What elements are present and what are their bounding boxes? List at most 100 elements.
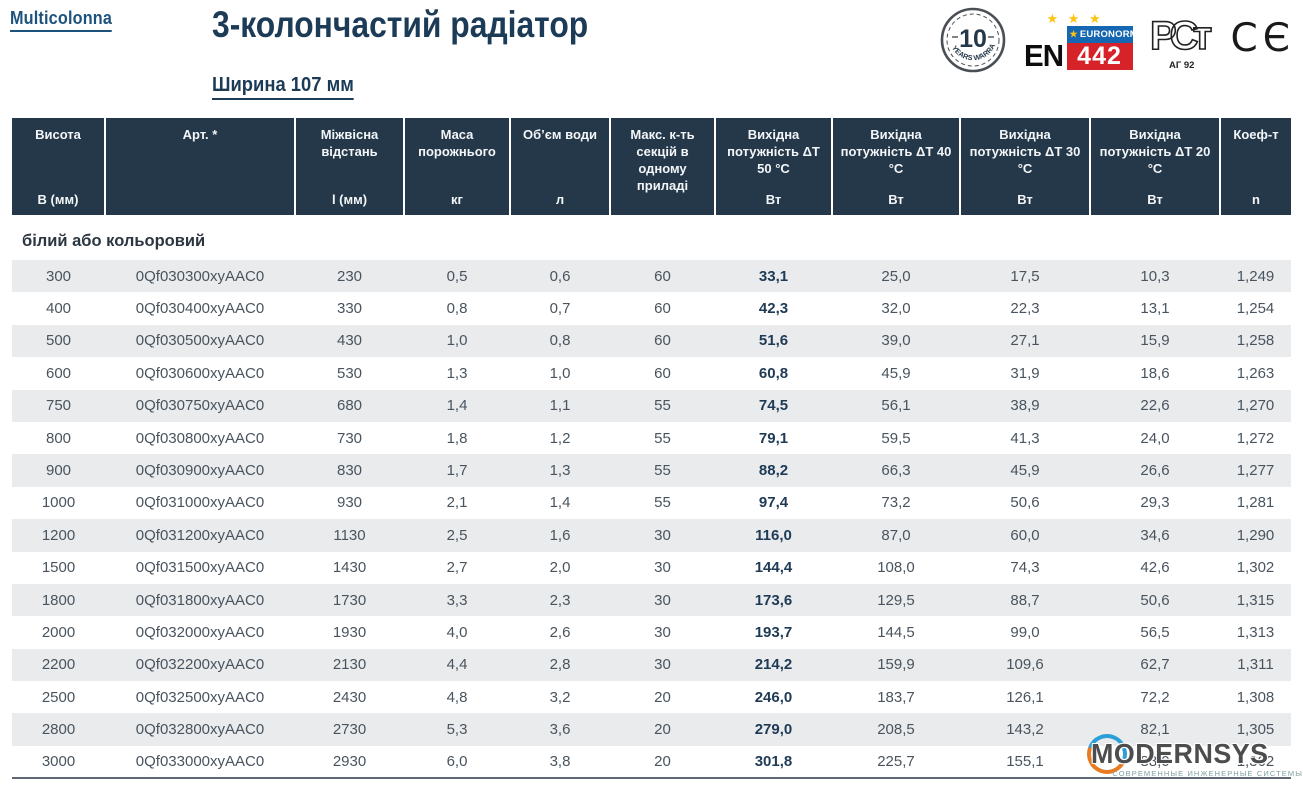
euronorm-star-icon: ★ xyxy=(1069,29,1078,39)
table-cell: 30 xyxy=(654,591,671,609)
table-cell: 56,1 xyxy=(881,397,911,415)
table-cell: 31,9 xyxy=(1010,364,1040,382)
table-cell: 20 xyxy=(610,745,715,780)
table-cell: 830 xyxy=(336,462,363,480)
warranty-10-years-icon: 10 YEARS WARRANTY xyxy=(940,7,1006,73)
table-row: 2000 0Qf032000xyAAC0 1930 4,0 2,6 30 193,7 144,… xyxy=(12,616,1291,649)
table-cell: 1,1 xyxy=(549,397,571,415)
column-header-4: Маса порожнього кг xyxy=(403,118,510,215)
table-cell: 74,5 xyxy=(758,397,789,415)
table-cell: 144,4 xyxy=(754,559,793,577)
table-cell: 41,3 xyxy=(1010,429,1040,447)
table-cell: 27,1 xyxy=(1010,332,1040,350)
table-cell: 2730 xyxy=(332,721,367,739)
table-cell: 3,6 xyxy=(549,721,571,739)
table-cell: 0,8 xyxy=(446,300,468,318)
table-cell: 301,8 xyxy=(715,745,832,780)
table-cell: 2,0 xyxy=(549,559,571,577)
table-cell: 22,6 xyxy=(1140,397,1170,415)
column-unit: л xyxy=(555,192,565,207)
column-unit: n xyxy=(1252,192,1260,207)
table-cell: 2,1 xyxy=(446,494,468,512)
table-cell: 1,6 xyxy=(549,526,571,544)
table-cell: 2,8 xyxy=(549,656,571,674)
column-header-6: Макс. к-ть секцій в одному приладі xyxy=(609,118,715,215)
table-cell: 29,3 xyxy=(1140,494,1170,512)
table-cell: 60 xyxy=(654,332,671,350)
column-unit: кг xyxy=(451,192,463,207)
table-cell: 88,0 xyxy=(1090,745,1220,780)
table-cell: 5,3 xyxy=(446,721,468,739)
radiator-spec-table: Висота В (мм) Арт. * Міжвісна відстань l (мм… xyxy=(12,118,1291,780)
table-cell: 1,3 xyxy=(549,462,571,480)
table-cell: 99,0 xyxy=(1010,623,1040,641)
table-cell: 42,6 xyxy=(1140,559,1170,577)
table-cell: 2500 xyxy=(41,688,76,706)
table-cell: 17,5 xyxy=(1010,267,1040,285)
table-cell: 0Qf030600xyAAC0 xyxy=(135,364,265,382)
table-cell: 1,308 xyxy=(1236,688,1275,706)
table-cell: 87,0 xyxy=(881,526,911,544)
page-title: 3-колончастий радіатор xyxy=(212,4,589,45)
table-cell: 55 xyxy=(654,429,671,447)
table-cell: 13,1 xyxy=(1140,300,1170,318)
column-unit: l (мм) xyxy=(331,192,368,207)
table-row: 900 0Qf030900xyAAC0 830 1,7 1,3 55 88,2 66,3 45,… xyxy=(12,454,1291,487)
table-section-row: білий або кольоровий xyxy=(12,215,1291,260)
column-name: Вихідна потужність ΔT 50 °C xyxy=(727,127,820,176)
table-cell: 30 xyxy=(654,656,671,674)
table-cell: 33,1 xyxy=(758,267,789,285)
table-cell: 126,1 xyxy=(1006,688,1044,706)
table-row: 600 0Qf030600xyAAC0 530 1,3 1,0 60 60,8 45,9 31,… xyxy=(12,357,1291,390)
table-cell: 1,302 xyxy=(1220,745,1291,780)
table-cell: 51,6 xyxy=(758,332,789,350)
table-cell: 1730 xyxy=(332,591,367,609)
table-cell: 0,6 xyxy=(549,267,571,285)
table-cell: 1,254 xyxy=(1236,300,1275,318)
table-cell: 300 xyxy=(45,267,72,285)
table-cell: 74,3 xyxy=(1010,559,1040,577)
table-cell: 0Qf030500xyAAC0 xyxy=(135,332,265,350)
table-cell: 500 xyxy=(45,332,72,350)
column-header-8: Вихідна потужність ΔT 40 °C Вт xyxy=(831,118,960,215)
table-cell: 1,313 xyxy=(1236,623,1275,641)
table-cell: 155,1 xyxy=(960,745,1090,780)
table-cell: 0Qf031000xyAAC0 xyxy=(135,494,265,512)
table-cell: 1,7 xyxy=(446,462,468,480)
section-label: білий або кольоровий xyxy=(12,215,1291,260)
table-cell: 97,4 xyxy=(758,494,789,512)
table-cell: 1,277 xyxy=(1236,462,1275,480)
table-cell: 1,249 xyxy=(1236,267,1275,285)
table-cell: 1,290 xyxy=(1236,526,1275,544)
column-unit: В (мм) xyxy=(37,192,79,207)
brand-logo: Multicolonna xyxy=(10,8,113,32)
table-cell: 144,5 xyxy=(877,623,915,641)
table-cell: 88,2 xyxy=(758,462,789,480)
table-cell: 246,0 xyxy=(754,688,793,706)
table-cell: 2,3 xyxy=(549,591,571,609)
table-cell: 1,4 xyxy=(446,397,468,415)
column-header-11: Коеф-т n xyxy=(1219,118,1291,215)
table-cell: 750 xyxy=(45,397,72,415)
table-cell: 26,6 xyxy=(1140,462,1170,480)
table-cell: 66,3 xyxy=(881,462,911,480)
table-cell: 0Qf030800xyAAC0 xyxy=(135,429,265,447)
table-row: 400 0Qf030400xyAAC0 330 0,8 0,7 60 42,3 32,0 22,… xyxy=(12,292,1291,325)
table-cell: 214,2 xyxy=(754,656,793,674)
column-header-9: Вихідна потужність ΔT 30 °C Вт xyxy=(959,118,1090,215)
column-unit xyxy=(109,193,291,206)
column-name: Вихідна потужність ΔT 40 °C xyxy=(840,127,952,176)
table-cell: 730 xyxy=(336,429,363,447)
table-row: 800 0Qf030800xyAAC0 730 1,8 1,2 55 79,1 59,5 41,… xyxy=(12,421,1291,455)
table-cell: 10,3 xyxy=(1140,267,1170,285)
table-row: 750 0Qf030750xyAAC0 680 1,4 1,1 55 74,5 56,1 38,… xyxy=(12,389,1291,422)
table-cell: 1430 xyxy=(332,559,367,577)
table-row: 2800 0Qf032800xyAAC0 2730 5,3 3,6 20 279,0 208,… xyxy=(12,713,1291,746)
table-cell: 1,270 xyxy=(1236,397,1275,415)
table-cell: 0Qf032800xyAAC0 xyxy=(135,721,265,739)
table-cell: 1,0 xyxy=(549,364,571,382)
table-cell: 3000 xyxy=(12,745,105,780)
table-cell: 225,7 xyxy=(832,745,960,780)
table-cell: 15,9 xyxy=(1140,332,1170,350)
table-cell: 208,5 xyxy=(877,721,915,739)
